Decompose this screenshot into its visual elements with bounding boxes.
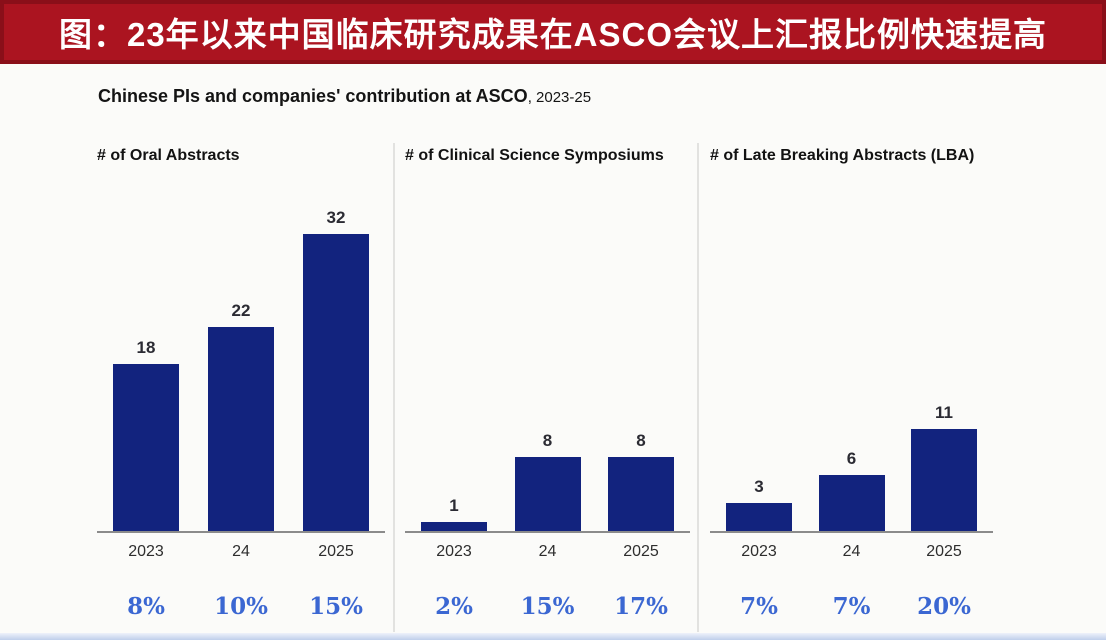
panel-title: # of Late Breaking Abstracts (LBA) bbox=[710, 147, 975, 164]
bar-group-2024: 8 bbox=[514, 431, 581, 531]
bar-value-label: 11 bbox=[935, 403, 953, 422]
percent-label: 15% bbox=[520, 593, 575, 620]
percent-label: 20% bbox=[917, 593, 971, 620]
panel-oral-abstracts: # of Oral Abstracts 18 22 32 2023 24 202… bbox=[97, 143, 385, 640]
bar-group-2024: 6 bbox=[818, 449, 885, 531]
bar-value-label: 32 bbox=[326, 208, 346, 227]
bar-value-label: 8 bbox=[636, 431, 646, 450]
header-banner: 图：23年以来中国临床研究成果在ASCO会议上汇报比例快速提高 bbox=[0, 0, 1106, 64]
header-title: 图：23年以来中国临床研究成果在ASCO会议上汇报比例快速提高 bbox=[58, 16, 1048, 53]
chart-subtitle: Chinese PIs and companies' contribution … bbox=[98, 86, 591, 107]
panel-late-breaking-abstracts: # of Late Breaking Abstracts (LBA) 3 6 1… bbox=[710, 143, 993, 640]
percent-row: 2% 15% 17% bbox=[405, 593, 690, 620]
bar-2025 bbox=[303, 234, 369, 531]
x-axis-labels: 2023 24 2025 bbox=[405, 543, 690, 561]
percent-label: 2% bbox=[435, 593, 473, 620]
bar-group-2023: 18 bbox=[113, 338, 179, 531]
bar-2024 bbox=[208, 327, 274, 531]
bar-2023 bbox=[726, 503, 792, 531]
bar-value-label: 8 bbox=[542, 431, 553, 450]
bottom-strip bbox=[0, 633, 1106, 640]
bar-group-2025: 8 bbox=[608, 431, 674, 531]
percent-label: 7% bbox=[832, 593, 871, 620]
bar-2024 bbox=[514, 457, 581, 531]
bar-2025 bbox=[911, 429, 977, 531]
panel-divider bbox=[393, 143, 395, 632]
bar-group-2023: 3 bbox=[726, 477, 792, 531]
x-tick-2023: 2023 bbox=[128, 543, 164, 560]
bar-group-2024: 22 bbox=[208, 301, 274, 531]
x-axis-labels: 2023 24 2025 bbox=[97, 543, 385, 561]
bar-value-label: 3 bbox=[754, 477, 764, 496]
bar-2023 bbox=[421, 522, 487, 531]
x-tick-2023: 2023 bbox=[436, 543, 472, 560]
x-tick-2024: 24 bbox=[232, 543, 250, 560]
bar-2025 bbox=[608, 457, 674, 531]
bar-value-label: 22 bbox=[231, 301, 251, 320]
bar-group-2025: 11 bbox=[911, 403, 977, 531]
panel-title: # of Clinical Science Symposiums bbox=[405, 147, 664, 164]
panel-title: # of Oral Abstracts bbox=[97, 147, 240, 164]
percent-label: 7% bbox=[740, 593, 778, 620]
panel-divider bbox=[697, 143, 699, 632]
x-tick-2024: 24 bbox=[842, 543, 861, 560]
percent-label: 15% bbox=[309, 593, 363, 620]
x-axis-labels: 2023 24 2025 bbox=[710, 543, 993, 561]
panel-clinical-science-symposiums: # of Clinical Science Symposiums 1 8 8 2… bbox=[405, 143, 690, 640]
bar-2024 bbox=[818, 475, 885, 531]
bar-2023 bbox=[113, 364, 179, 531]
subtitle-main: Chinese PIs and companies' contribution … bbox=[98, 86, 528, 106]
bar-group-2025: 32 bbox=[303, 208, 369, 531]
bar-value-label: 6 bbox=[846, 449, 857, 468]
percent-row: 8% 10% 15% bbox=[97, 593, 385, 620]
percent-label: 17% bbox=[614, 593, 668, 620]
bar-plot: 1 8 8 bbox=[405, 205, 690, 533]
x-tick-2024: 24 bbox=[538, 543, 557, 560]
percent-row: 7% 7% 20% bbox=[710, 593, 993, 620]
bar-plot: 3 6 11 bbox=[710, 205, 993, 533]
bar-value-label: 18 bbox=[136, 338, 156, 357]
bar-group-2023: 1 bbox=[421, 496, 487, 531]
percent-label: 8% bbox=[127, 593, 165, 620]
bar-plot: 18 22 32 bbox=[97, 205, 385, 533]
x-tick-2025: 2025 bbox=[318, 543, 354, 560]
bar-value-label: 1 bbox=[449, 496, 459, 515]
percent-label: 10% bbox=[214, 593, 268, 620]
x-tick-2023: 2023 bbox=[741, 543, 777, 560]
x-tick-2025: 2025 bbox=[623, 543, 659, 560]
subtitle-date-range: , 2023-25 bbox=[527, 89, 592, 106]
x-tick-2025: 2025 bbox=[926, 543, 962, 560]
